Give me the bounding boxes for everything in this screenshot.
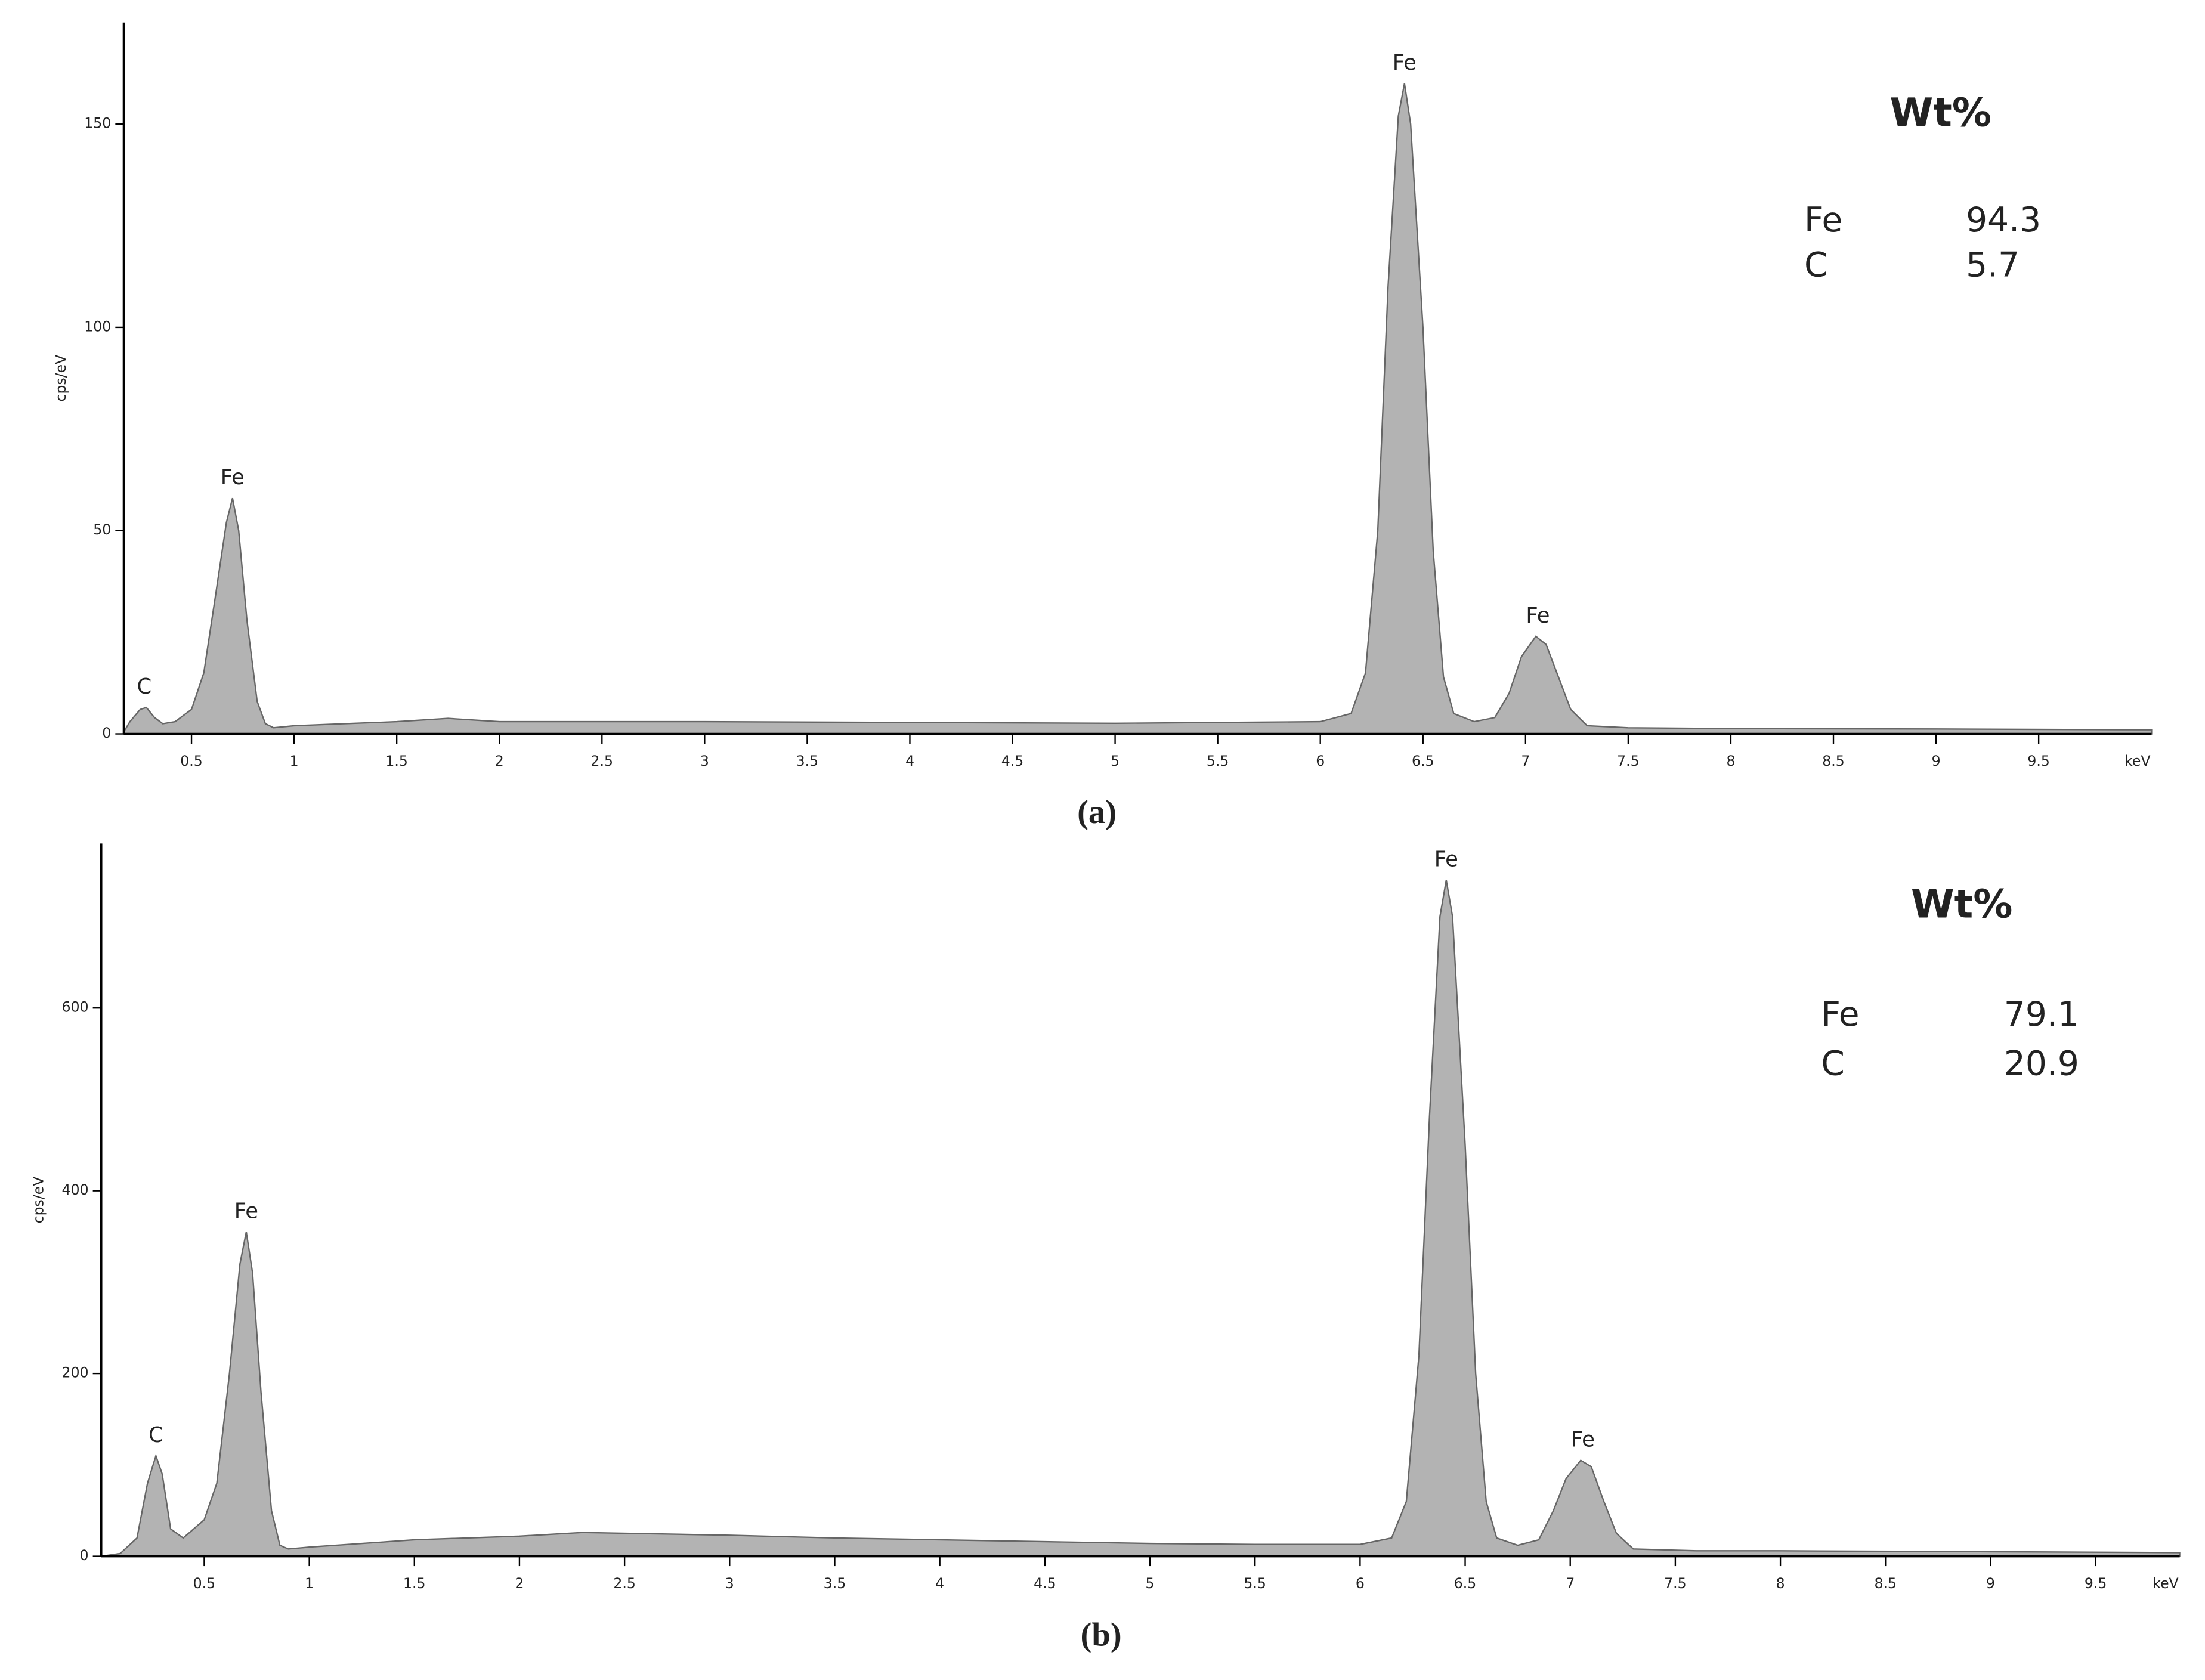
x-tick-label: 4: [935, 1575, 944, 1592]
x-tick-label: 6: [1356, 1575, 1365, 1592]
panel-label: (b): [1081, 1616, 1122, 1653]
x-tick-label: 7: [1566, 1575, 1575, 1592]
x-tick-label: 5: [1111, 753, 1119, 769]
spectrum-area: [123, 83, 2153, 735]
x-tick-label: 2.5: [613, 1575, 635, 1592]
composition-element: Fe: [1804, 200, 1842, 240]
x-tick-label: 3: [700, 753, 709, 769]
x-tick-label: 2: [495, 753, 504, 769]
x-tick-label: 5: [1146, 1575, 1155, 1592]
x-tick-label: 5.5: [1207, 753, 1229, 769]
composition-element: C: [1821, 1044, 1845, 1083]
x-tick-label: 4.5: [1001, 753, 1023, 769]
x-tick-label: 6.5: [1412, 753, 1434, 769]
peak-label: Fe: [221, 465, 245, 490]
composition-element: Fe: [1821, 995, 1859, 1034]
x-tick-label: 0.5: [180, 753, 202, 769]
x-tick-label: 1: [290, 753, 299, 769]
peak-label: Fe: [1571, 1428, 1595, 1452]
y-tick-label: 150: [84, 115, 111, 132]
peak-label: Fe: [1393, 51, 1417, 75]
x-tick-label: 8: [1726, 753, 1735, 769]
y-tick-label: 0: [80, 1547, 89, 1564]
x-axis-label: keV: [2153, 1575, 2178, 1592]
peak-label: Fe: [1526, 604, 1550, 628]
y-tick-label: 600: [62, 999, 89, 1016]
spectrum-area: [101, 880, 2181, 1557]
x-tick-label: 3: [725, 1575, 734, 1592]
peak-label: Fe: [234, 1199, 258, 1224]
x-tick-label: 8.5: [1822, 753, 1844, 769]
x-tick-label: 7.5: [1664, 1575, 1686, 1592]
x-tick-label: 3.5: [796, 753, 818, 769]
x-tick-label: 9: [1986, 1575, 1995, 1592]
composition-value: 5.7: [1966, 246, 2020, 285]
composition-title: Wt%: [1911, 881, 2013, 927]
x-tick-label: 5.5: [1244, 1575, 1266, 1592]
composition-value: 94.3: [1966, 200, 2041, 240]
composition-element: C: [1804, 246, 1828, 285]
y-tick-label: 400: [62, 1181, 89, 1198]
y-tick-label: 0: [102, 725, 111, 741]
x-tick-label: 9.5: [2027, 753, 2049, 769]
x-tick-label: 6: [1316, 753, 1325, 769]
y-axis-label: cps/eV: [52, 355, 69, 402]
peak-label: Fe: [1434, 847, 1458, 872]
x-tick-label: 3.5: [824, 1575, 846, 1592]
x-tick-label: 8.5: [1875, 1575, 1897, 1592]
composition-value: 79.1: [2004, 995, 2079, 1034]
peak-label: C: [149, 1423, 163, 1447]
x-tick-label: 1.5: [385, 753, 407, 769]
x-tick-label: 4: [905, 753, 914, 769]
x-tick-label: 4.5: [1034, 1575, 1056, 1592]
x-tick-label: 9: [1932, 753, 1941, 769]
x-tick-label: 2.5: [591, 753, 613, 769]
panel-label: (a): [1077, 794, 1117, 831]
composition-value: 20.9: [2004, 1044, 2079, 1083]
x-tick-label: 7: [1521, 753, 1530, 769]
y-axis-label: cps/eV: [30, 1177, 47, 1224]
x-tick-label: 0.5: [193, 1575, 215, 1592]
y-tick-label: 200: [62, 1365, 89, 1381]
composition-title: Wt%: [1889, 89, 1991, 135]
y-tick-label: 100: [84, 318, 111, 335]
x-tick-label: 2: [515, 1575, 524, 1592]
x-tick-label: 9.5: [2085, 1575, 2107, 1592]
peak-label: C: [137, 675, 152, 699]
x-tick-label: 6.5: [1454, 1575, 1476, 1592]
x-tick-label: 7.5: [1617, 753, 1639, 769]
x-axis-label: keV: [2124, 753, 2150, 769]
x-tick-label: 1: [305, 1575, 314, 1592]
x-tick-label: 8: [1776, 1575, 1785, 1592]
x-tick-label: 1.5: [403, 1575, 425, 1592]
y-tick-label: 50: [93, 521, 111, 538]
